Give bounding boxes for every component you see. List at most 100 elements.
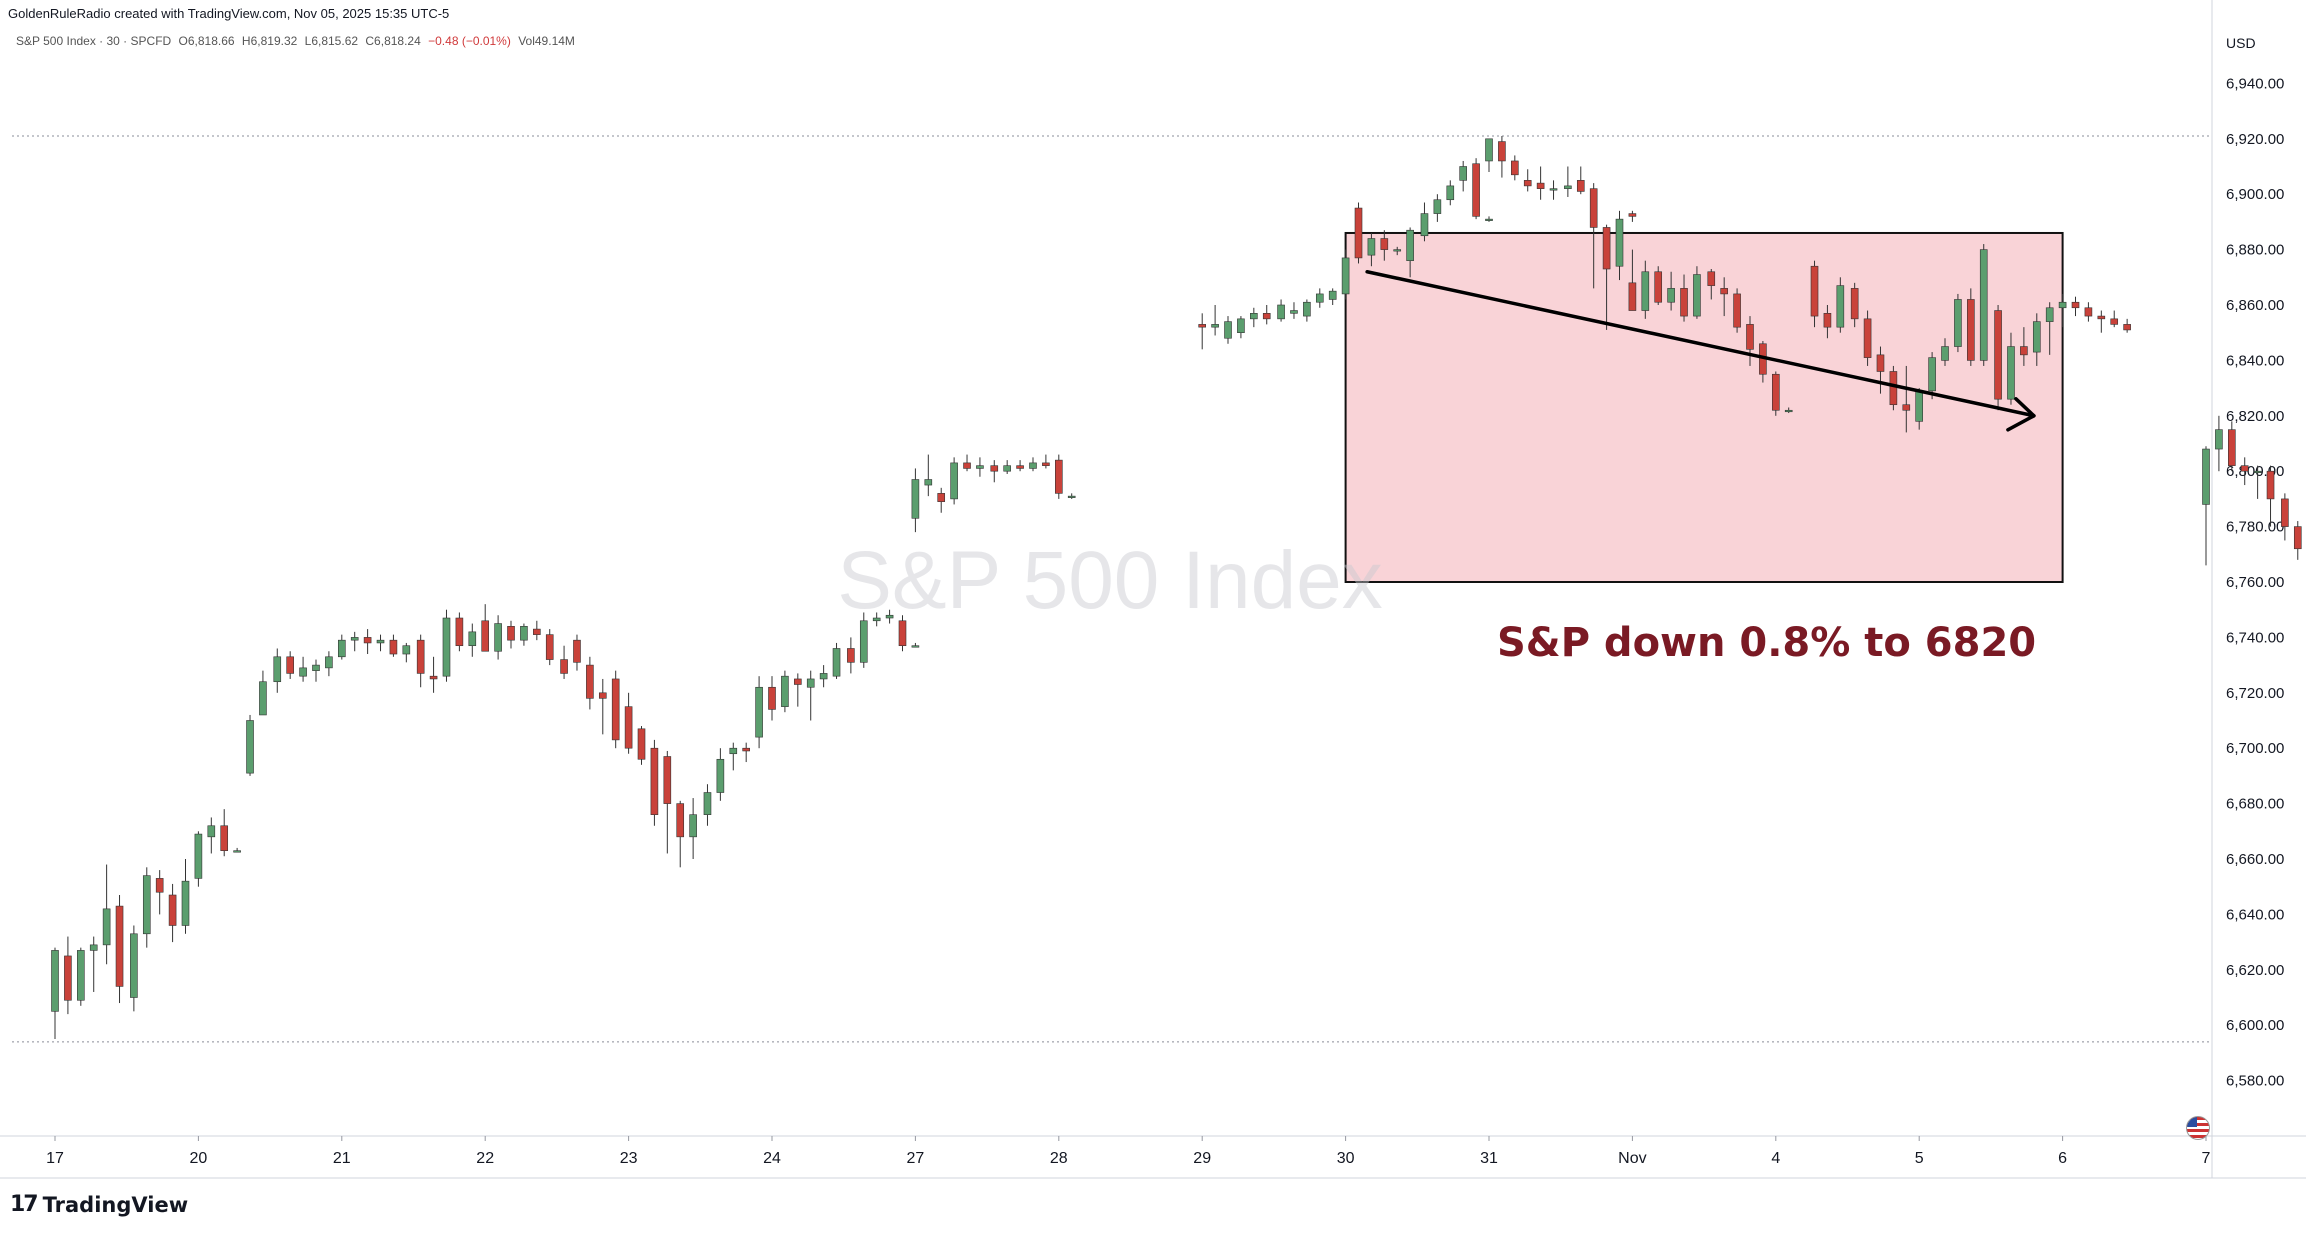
candle-body [246, 720, 254, 774]
candle-body [168, 894, 177, 926]
y-tick-label: 6,760.00 [2226, 574, 2284, 591]
candle-body [1954, 299, 1962, 347]
candle-body [376, 639, 385, 644]
y-tick-label: 6,700.00 [2226, 740, 2284, 757]
candle-body [1393, 249, 1402, 252]
candle-body [768, 686, 776, 710]
trend-line [1365, 270, 2036, 418]
legend-symbol[interactable]: S&P 500 Index · 30 · SPCFD [16, 34, 172, 48]
ohlc-legend: S&P 500 Index · 30 · SPCFD O6,818.66 H6,… [16, 34, 579, 48]
candle-body [1733, 293, 1741, 328]
candle-body [1654, 271, 1663, 303]
candle-body [781, 675, 789, 707]
candle-body [1628, 213, 1637, 217]
candle-body [1941, 346, 1949, 361]
candle-body [2032, 321, 2041, 353]
candle-body [560, 659, 568, 674]
candle-body [207, 825, 216, 838]
trend-arrow-head [2006, 397, 2036, 432]
candle-body [1029, 462, 1037, 469]
candle-body [1576, 180, 1585, 192]
candle-body [442, 617, 451, 677]
candle-body [1485, 138, 1493, 162]
candle-body [703, 792, 712, 815]
candle-body [2266, 470, 2275, 500]
y-tick-label: 6,600.00 [2226, 1017, 2284, 1034]
candle-body [937, 493, 946, 502]
candle-body [1277, 304, 1285, 320]
candle-body [1042, 462, 1050, 466]
candle-body [1290, 310, 1298, 314]
candle-body [1693, 274, 1701, 317]
candle-body [1720, 288, 1728, 295]
candle-body [2215, 429, 2223, 450]
candle-body [1523, 180, 1532, 187]
candle-body [885, 614, 894, 619]
candle-body [259, 681, 267, 716]
candle-body [2084, 307, 2093, 317]
candle-body [1707, 271, 1716, 286]
x-tick-label: 6 [2058, 1150, 2067, 1167]
candle-body [1055, 459, 1063, 494]
candle-body [847, 648, 855, 663]
candle-body [455, 617, 464, 647]
tradingview-logo[interactable]: 𝟭𝟳 TradingView [10, 1192, 188, 1217]
candle-body [77, 950, 85, 1001]
candle-body [729, 747, 738, 755]
candle-body [1746, 324, 1754, 350]
candle-body [429, 675, 438, 680]
candle-body [950, 462, 958, 500]
watermark-text: S&P 500 Index [837, 535, 1383, 626]
x-tick-label: 7 [2202, 1150, 2211, 1167]
candle-body [1472, 163, 1480, 217]
us-flag-icon[interactable] [2186, 1116, 2210, 1140]
candle-body [2281, 498, 2289, 527]
x-tick-label: 17 [46, 1150, 64, 1167]
candle-body [1850, 288, 1859, 320]
candle-body [2293, 526, 2302, 550]
x-tick-label: 27 [907, 1150, 925, 1167]
candle-body [1016, 465, 1024, 469]
candle-body [898, 620, 907, 647]
x-tick-label: 24 [763, 1150, 781, 1167]
candle-body [389, 639, 398, 655]
candle-body [1967, 299, 1975, 361]
x-tick-label: 21 [333, 1150, 351, 1167]
candle-body [794, 678, 802, 685]
candle-body [1628, 282, 1637, 311]
candle-body [520, 626, 528, 641]
candle-body [1641, 271, 1650, 311]
candle-body [233, 850, 241, 853]
candle-body [832, 648, 841, 677]
candle-body [1433, 199, 1442, 214]
candle-body [1889, 371, 1898, 406]
candle-body [2228, 429, 2236, 466]
highlight-box [1344, 231, 2064, 583]
candle-body [755, 686, 763, 738]
candle-body [273, 656, 282, 683]
candle-body [545, 634, 554, 660]
candle-body [1250, 313, 1258, 320]
candle-body [1328, 290, 1337, 300]
candle-body [872, 617, 881, 622]
candle-body [1406, 229, 1414, 261]
candle-body [1772, 373, 1780, 411]
candle-body [1564, 185, 1572, 189]
y-tick-label: 6,740.00 [2226, 629, 2284, 646]
candle-body [742, 747, 750, 752]
candle-body [2007, 346, 2015, 400]
candle-body [1549, 188, 1558, 191]
candle-body [1341, 257, 1350, 295]
tradingview-brand: TradingView [42, 1192, 189, 1217]
y-tick-label: 6,840.00 [2226, 352, 2284, 369]
candle-body [299, 667, 307, 677]
y-tick-label: 6,860.00 [2226, 297, 2284, 314]
candle-body [402, 645, 411, 655]
candle-body [637, 728, 646, 760]
currency-label: USD [2226, 35, 2256, 51]
candle-body [1420, 213, 1429, 237]
candle-body [806, 678, 815, 688]
y-tick-label: 6,900.00 [2226, 186, 2284, 203]
candle-body [181, 880, 190, 926]
